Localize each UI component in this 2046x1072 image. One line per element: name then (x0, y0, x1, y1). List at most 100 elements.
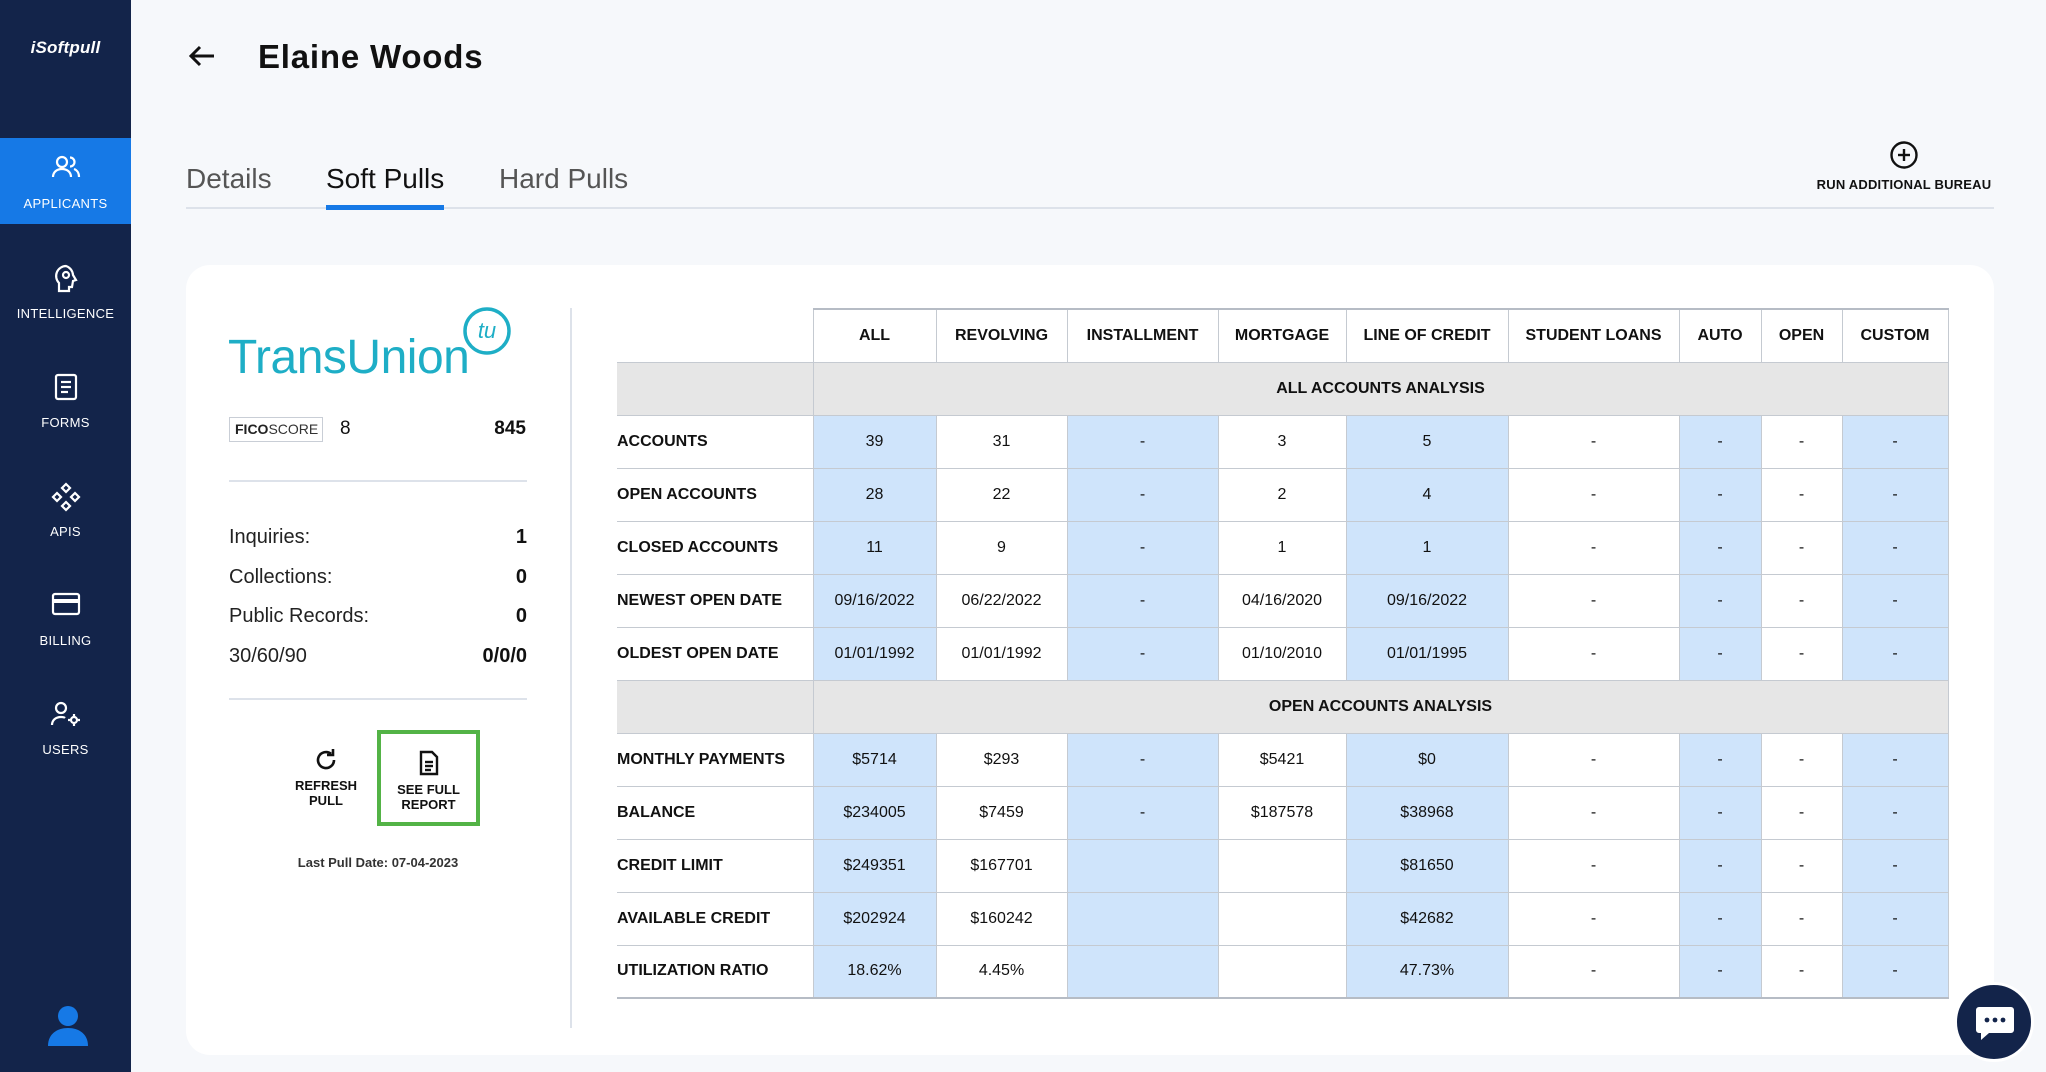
table-cell: - (1678, 414, 1762, 469)
table-cell: 4.45% (935, 944, 1068, 999)
sidebar-item-users[interactable]: USERS (0, 684, 131, 770)
table-cell: $293 (935, 732, 1068, 787)
table-corner (617, 309, 813, 363)
table-cell: $42682 (1345, 891, 1509, 946)
table-cell: 22 (935, 467, 1068, 522)
table-cell: - (1841, 785, 1949, 840)
table-cell: 11 (812, 520, 937, 575)
row-label: AVAILABLE CREDIT (617, 891, 814, 946)
sidebar-item-intelligence[interactable]: INTELLIGENCE (0, 248, 131, 334)
table-cell: - (1760, 520, 1843, 575)
table-cell: - (1841, 891, 1949, 946)
tab-soft-pulls[interactable]: Soft Pulls (326, 163, 445, 194)
table-cell (1066, 891, 1219, 946)
fico-badge-text: SCORE (268, 421, 319, 437)
table-cell: - (1760, 838, 1843, 893)
tab-hard-pulls[interactable]: Hard Pulls (499, 163, 629, 194)
table-cell: - (1507, 944, 1680, 999)
column-header: CUSTOM (1841, 308, 1949, 363)
sidebar: iSoftpull APPLICANTS INTELLIGENCE FORMS … (0, 0, 131, 1072)
table-cell: - (1678, 573, 1762, 628)
table-cell: 1 (1345, 520, 1509, 575)
table-cell: - (1841, 732, 1949, 787)
column-header: AUTO (1678, 308, 1762, 363)
column-header: STUDENT LOANS (1507, 308, 1680, 363)
separator (229, 698, 527, 700)
row-label: OLDEST OPEN DATE (617, 626, 814, 681)
table-cell (1217, 838, 1347, 893)
back-arrow-icon[interactable] (188, 44, 216, 68)
sidebar-item-apis[interactable]: APIS (0, 466, 131, 552)
sidebar-item-applicants[interactable]: APPLICANTS (0, 138, 131, 224)
row-label: ACCOUNTS (617, 414, 814, 469)
table-cell: 9 (935, 520, 1068, 575)
sidebar-item-billing[interactable]: BILLING (0, 575, 131, 661)
table-cell: - (1841, 467, 1949, 522)
table-cell: - (1841, 414, 1949, 469)
table-cell: 18.62% (812, 944, 937, 999)
table-row: UTILIZATION RATIO 18.62% 4.45% 47.73% - - - - (617, 944, 1949, 999)
table-row: OLDEST OPEN DATE 01/01/1992 01/01/1992-01/… (617, 626, 1949, 681)
app-logo[interactable]: iSoftpull (30, 38, 101, 57)
table-cell: - (1507, 732, 1680, 787)
table-cell: 31 (935, 414, 1068, 469)
sidebar-item-label: INTELLIGENCE (16, 306, 115, 321)
table-cell: 39 (812, 414, 937, 469)
see-full-report-button[interactable]: SEE FULL REPORT (377, 730, 480, 826)
table-cell: - (1066, 732, 1219, 787)
bureau-name: TransUnion (228, 331, 470, 384)
table-cell: - (1066, 414, 1219, 469)
table-cell: 28 (812, 467, 937, 522)
chat-button[interactable] (1954, 982, 2034, 1062)
fico-score-badge: FICOSCORE (229, 417, 323, 442)
table-cell: - (1507, 467, 1680, 522)
refresh-pull-label: REFRESH PULL (294, 778, 358, 808)
table-cell: - (1841, 838, 1949, 893)
table-cell: - (1841, 626, 1949, 681)
column-header: OPEN (1760, 308, 1843, 363)
user-gear-icon (50, 701, 80, 726)
tab-details[interactable]: Details (186, 163, 272, 194)
section-header-row: ALL ACCOUNTS ANALYSIS (617, 361, 1949, 416)
run-additional-bureau-button[interactable]: RUN ADDITIONAL BUREAU (1800, 140, 2008, 192)
table-cell: 2 (1217, 467, 1347, 522)
sidebar-item-forms[interactable]: FORMS (0, 357, 131, 443)
column-header: MORTGAGE (1217, 308, 1347, 363)
table-row: NEWEST OPEN DATE 09/16/2022 06/22/2022-04/… (617, 573, 1949, 628)
stat-collections: Collections: 0 (229, 566, 527, 596)
table-cell: - (1507, 520, 1680, 575)
table-cell: - (1507, 785, 1680, 840)
fico-version: 8 (340, 418, 351, 439)
row-label: CREDIT LIMIT (617, 838, 814, 893)
credit-card-icon (51, 592, 80, 616)
table-cell: 09/16/2022 (812, 573, 937, 628)
table-cell: 04/16/2020 (1217, 573, 1347, 628)
api-icon (50, 482, 81, 512)
credit-analysis-table: ALL REVOLVING INSTALLMENT MORTGAGE LINE … (617, 308, 1949, 999)
table-cell: 4 (1345, 467, 1509, 522)
table-cell: $7459 (935, 785, 1068, 840)
tu-mark-text: tu (478, 318, 496, 343)
table-cell: 01/01/1992 (935, 626, 1068, 681)
table-cell: - (1066, 520, 1219, 575)
section-title: ALL ACCOUNTS ANALYSIS (812, 361, 1949, 416)
fico-badge-bold: FICO (235, 421, 269, 437)
table-cell: - (1507, 414, 1680, 469)
section-spacer (617, 679, 814, 734)
stat-30-60-90: 30/60/90 0/0/0 (229, 645, 527, 675)
users-icon (51, 155, 80, 178)
page-title: Elaine Woods (258, 38, 484, 75)
see-full-report-label: SEE FULL REPORT (397, 782, 460, 812)
stat-label: 30/60/90 (229, 645, 307, 667)
refresh-pull-button[interactable]: REFRESH PULL (286, 748, 366, 808)
table-row: CLOSED ACCOUNTS 11 9-1 1- - - - (617, 520, 1949, 575)
sidebar-item-label: USERS (42, 742, 89, 757)
table-cell (1066, 838, 1219, 893)
column-header: INSTALLMENT (1066, 308, 1219, 363)
stat-label: Inquiries: (229, 526, 311, 548)
column-header: LINE OF CREDIT (1345, 308, 1509, 363)
table-cell: - (1507, 891, 1680, 946)
table-cell: $202924 (812, 891, 937, 946)
sidebar-item-label: FORMS (41, 415, 90, 430)
user-avatar-icon[interactable] (48, 1004, 88, 1046)
